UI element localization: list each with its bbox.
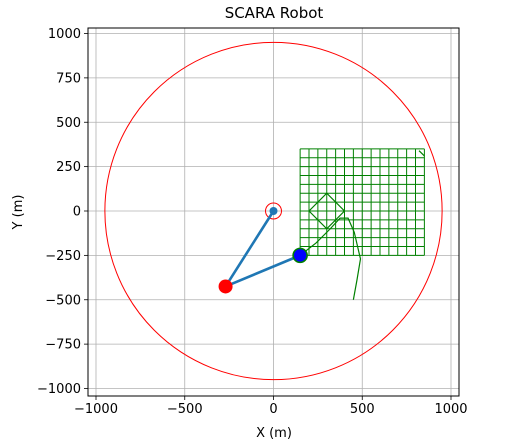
y-tick-label: 500 (56, 116, 81, 131)
y-axis-label: Y (m) (11, 195, 26, 231)
x-tick-label: 1000 (434, 402, 467, 417)
circles (104, 41, 443, 381)
base-circle (265, 202, 282, 220)
y-tick-label: 1000 (48, 27, 81, 42)
y-tick-label: 0 (73, 205, 81, 220)
y-tick-label: 750 (56, 71, 81, 86)
robot-arm (218, 207, 308, 294)
workspace-circle (104, 41, 443, 381)
x-tick-label: 0 (269, 402, 277, 417)
joint-elbow (218, 279, 233, 294)
y-tick-label: −750 (45, 338, 81, 353)
trajectory-diamond (308, 192, 346, 230)
axis-ticks: −1000 −500 0 500 1000 −1000 −750 −500 −250 0 250 50… (37, 27, 468, 417)
x-axis-label: X (m) (256, 426, 292, 441)
x-tick-label: −500 (167, 402, 203, 417)
arm-links (224, 210, 301, 288)
x-tick-label: −1000 (74, 402, 118, 417)
joint-base (269, 207, 278, 215)
y-tick-label: 250 (56, 160, 81, 175)
y-tick-label: −250 (45, 249, 81, 264)
joint-end-effector (292, 247, 308, 264)
x-tick-label: 500 (350, 402, 375, 417)
trajectory (299, 148, 425, 300)
chart-title: SCARA Robot (225, 4, 324, 22)
y-tick-label: −500 (45, 293, 81, 308)
trajectory-tail (418, 150, 425, 157)
y-tick-label: −1000 (37, 382, 81, 397)
trajectory-path (299, 217, 362, 300)
grid-lines (88, 28, 459, 396)
